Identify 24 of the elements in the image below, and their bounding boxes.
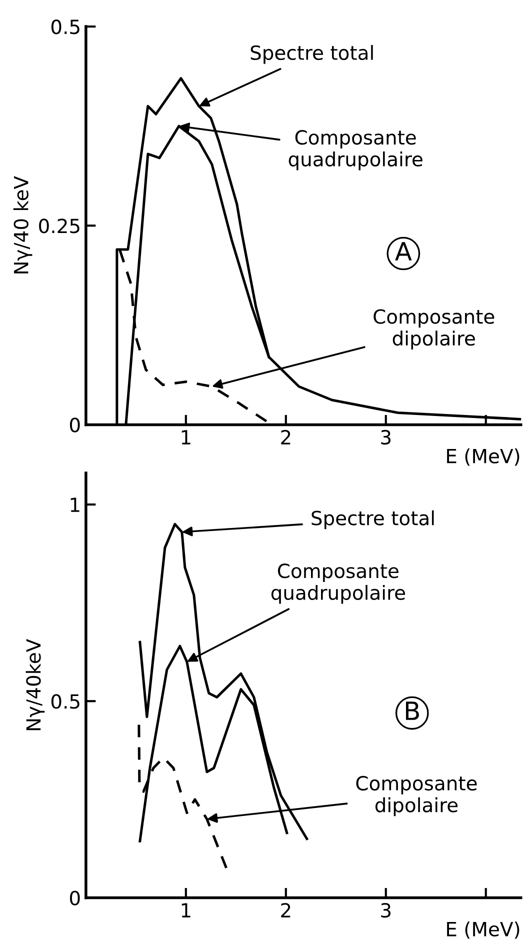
annotation: B bbox=[406, 702, 419, 720]
annotation: Composante dipolaire bbox=[374, 309, 494, 350]
annotation: Spectre total bbox=[312, 510, 434, 530]
y-tick-label: 1 bbox=[70, 498, 80, 512]
x-tick-label: 2 bbox=[281, 902, 290, 918]
annotation: Composante quadrupolaire bbox=[288, 130, 422, 170]
annotation: Spectre total bbox=[250, 45, 373, 64]
y-tick-label: 0 bbox=[70, 890, 80, 906]
x-tick-label: 3 bbox=[381, 902, 391, 918]
x-tick-label: 2 bbox=[281, 430, 290, 444]
y-axis-title: Nγ/40keV bbox=[26, 638, 45, 730]
x-axis-title: E (MeV) bbox=[447, 921, 520, 939]
y-tick-label: 0.25 bbox=[39, 218, 80, 234]
y-tick-label: 0.5 bbox=[51, 694, 80, 709]
annotation: Composante dipolaire bbox=[356, 776, 477, 816]
x-tick-label: 1 bbox=[182, 903, 190, 918]
y-tick-label: 0.5 bbox=[51, 20, 80, 34]
y-tick-label: 0 bbox=[70, 418, 80, 432]
x-tick-label: 1 bbox=[182, 430, 190, 444]
y-axis-title: Nγ/40 keV bbox=[13, 176, 32, 274]
x-axis-title: E (MeV) bbox=[447, 448, 520, 466]
annotation: A bbox=[395, 242, 412, 260]
x-tick-label: 3 bbox=[381, 430, 391, 445]
annotation: Composante quadrupolaire bbox=[271, 564, 406, 604]
